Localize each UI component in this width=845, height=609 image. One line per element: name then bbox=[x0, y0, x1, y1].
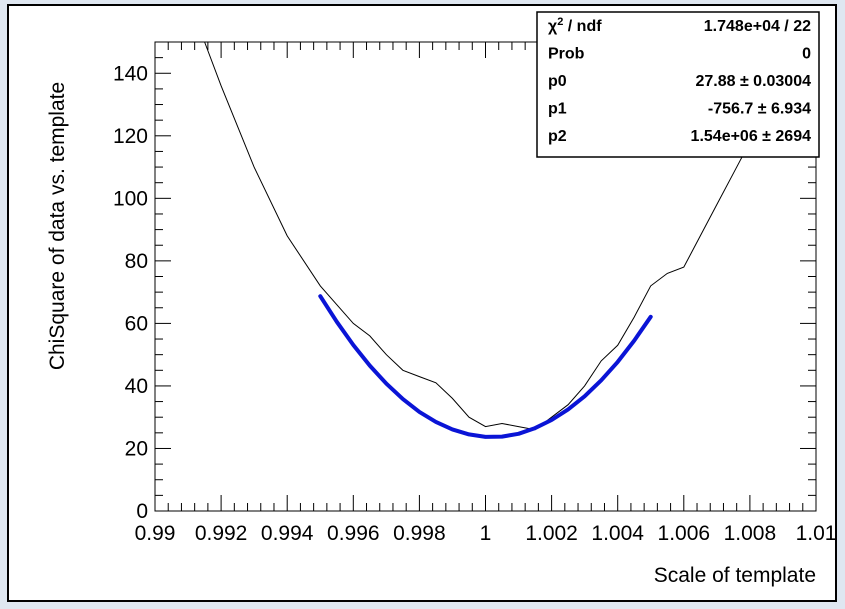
stats-label-superscript: 2 bbox=[557, 16, 563, 28]
data-series-line bbox=[204, 41, 767, 431]
stats-label-main: p0 bbox=[548, 73, 567, 90]
x-tick-labels: 0.99 0.992 0.994 0.996 0.998 1 1.002 1.004 1.006… bbox=[135, 522, 837, 545]
stats-row-label: χ2 / ndf bbox=[548, 16, 602, 35]
x-tick-label: 0.998 bbox=[393, 522, 446, 545]
x-tick-label: 1 bbox=[480, 522, 492, 545]
axis-ticks bbox=[154, 41, 817, 512]
x-tick-label: 1.01 bbox=[796, 522, 837, 545]
stats-row-value: 0 bbox=[802, 46, 811, 63]
fit-curve-line bbox=[318, 294, 653, 439]
stats-box-background bbox=[536, 11, 820, 158]
x-tick-label: 1.002 bbox=[525, 522, 578, 545]
stats-label-main: p1 bbox=[548, 101, 567, 118]
y-axis-title: ChiSquare of data vs. template bbox=[46, 82, 69, 370]
y-tick-labels: 0 20 40 60 80 100 120 140 bbox=[113, 62, 148, 523]
y-tick-label: 20 bbox=[125, 437, 148, 460]
x-axis-title: Scale of template bbox=[654, 564, 816, 587]
y-tick-label: 100 bbox=[113, 187, 148, 210]
stats-label-main: p2 bbox=[548, 128, 567, 145]
y-tick-label: 120 bbox=[113, 125, 148, 148]
stats-row-value: 1.54e+06 ± 2694 bbox=[691, 128, 812, 145]
stats-row-value: 1.748e+04 / 22 bbox=[704, 18, 811, 35]
x-tick-label: 0.99 bbox=[135, 522, 176, 545]
stats-row-label: p2 bbox=[548, 128, 567, 145]
y-tick-label: 0 bbox=[136, 500, 148, 523]
fit-stats-box: χ2 / ndf 1.748e+04 / 22 Prob 0 p0 27.88 ± 0.0… bbox=[536, 11, 820, 158]
stats-rows: χ2 / ndf 1.748e+04 / 22 Prob 0 p0 27.88 ± 0.0… bbox=[548, 16, 811, 145]
stats-row-label: Prob bbox=[548, 46, 585, 63]
x-tick-label: 1.006 bbox=[658, 522, 711, 545]
y-tick-label: 60 bbox=[125, 312, 148, 335]
stats-row-value: 27.88 ± 0.03004 bbox=[695, 73, 811, 90]
x-tick-label: 0.996 bbox=[327, 522, 380, 545]
stats-label-main: Prob bbox=[548, 46, 585, 63]
x-tick-label: 1.008 bbox=[724, 522, 777, 545]
stats-label-main: χ bbox=[548, 18, 558, 35]
stats-row-label: p1 bbox=[548, 101, 567, 118]
stats-row-label: p0 bbox=[548, 73, 567, 90]
y-tick-label: 40 bbox=[125, 375, 148, 398]
x-tick-label: 0.992 bbox=[195, 522, 248, 545]
y-tick-label: 140 bbox=[113, 62, 148, 85]
x-tick-label: 0.994 bbox=[261, 522, 314, 545]
y-tick-label: 80 bbox=[125, 250, 148, 273]
stats-row-value: -756.7 ± 6.934 bbox=[708, 101, 811, 118]
x-tick-label: 1.004 bbox=[591, 522, 644, 545]
stats-label-rest: / ndf bbox=[563, 18, 602, 35]
